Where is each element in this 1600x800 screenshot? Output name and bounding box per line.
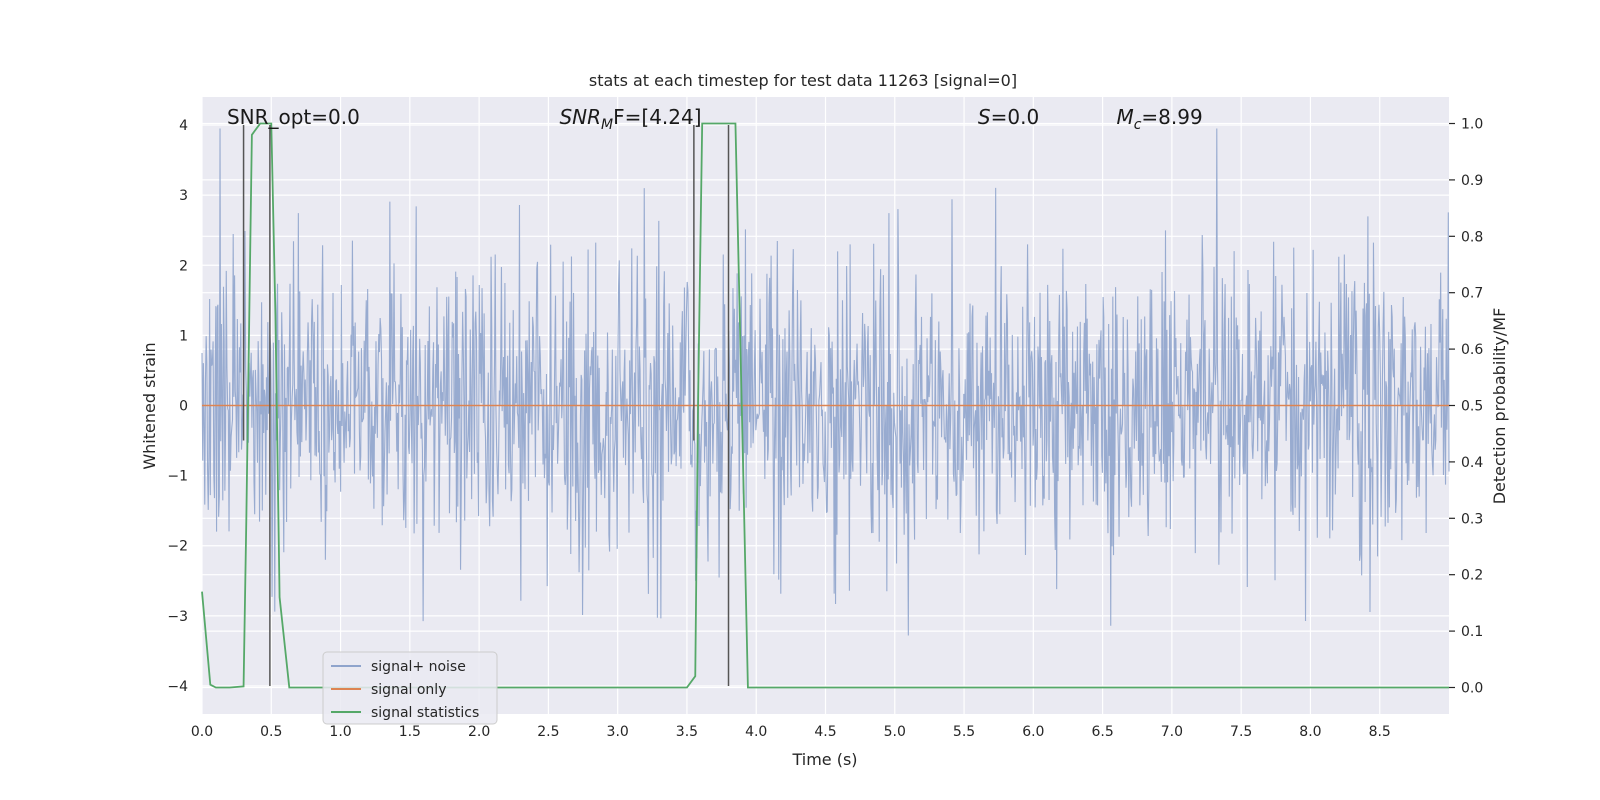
annotations: SNR_opt=0.0 SNRMF=[4.24] S=0.0 Mc=8.99 xyxy=(227,105,1203,133)
legend-entry: signal only xyxy=(371,682,446,698)
signal-noise-line xyxy=(201,128,1450,636)
x-axis-ticks: 0.0 0.5 1.0 1.5 2.0 2.5 3.0 3.5 4.0 4.5 5.0 5.5 6.0 6… xyxy=(191,724,1391,740)
y2-tick-label: 0.1 xyxy=(1461,624,1483,640)
y-tick-label: 3 xyxy=(179,188,188,204)
annotation-rest: F=[4.24] xyxy=(613,105,701,129)
y-tick-label: −3 xyxy=(167,609,188,625)
y-tick-label: 0 xyxy=(179,399,188,415)
y2-tick-label: 0.5 xyxy=(1461,399,1483,415)
legend-entry: signal statistics xyxy=(371,705,479,721)
y-axis-ticks: −4 −3 −2 −1 0 1 2 3 4 xyxy=(167,118,188,695)
x-axis-label: Time (s) xyxy=(791,750,857,769)
x-tick-label: 0.5 xyxy=(260,724,282,740)
y2-axis-ticks: 0.0 0.1 0.2 0.3 0.4 0.5 0.6 0.7 0.8 0.9 1.0 xyxy=(1449,117,1483,696)
annotation-base: M xyxy=(1116,105,1133,129)
y-tick-label: 4 xyxy=(179,118,188,134)
x-tick-label: 8.5 xyxy=(1369,724,1391,740)
x-tick-label: 0.0 xyxy=(191,724,213,740)
y2-tick-label: 1.0 xyxy=(1461,117,1483,133)
legend-box xyxy=(322,651,498,725)
x-tick-label: 4.0 xyxy=(745,724,767,740)
y-tick-label: −4 xyxy=(167,679,188,695)
y-axis-label: Whitened strain xyxy=(140,342,159,469)
y2-axis-label: Detection probability/MF xyxy=(1490,308,1509,505)
x-tick-label: 5.5 xyxy=(953,724,975,740)
annotation-mc: Mc=8.99 xyxy=(1116,105,1202,133)
x-tick-label: 1.5 xyxy=(399,724,421,740)
y-tick-label: 1 xyxy=(179,328,188,344)
x-tick-label: 3.5 xyxy=(676,724,698,740)
x-tick-label: 5.0 xyxy=(884,724,906,740)
x-tick-label: 1.0 xyxy=(329,724,351,740)
annotation-rest: =0.0 xyxy=(991,105,1040,129)
annotation-snr-mf: SNRMF=[4.24] xyxy=(559,105,701,133)
x-tick-label: 4.5 xyxy=(814,724,836,740)
x-tick-label: 3.0 xyxy=(607,724,629,740)
x-tick-label: 2.5 xyxy=(537,724,559,740)
marker-lines xyxy=(242,125,730,686)
legend-entry: signal+ noise xyxy=(371,659,466,675)
x-tick-label: 6.5 xyxy=(1091,724,1113,740)
x-tick-label: 6.0 xyxy=(1022,724,1044,740)
y2-tick-label: 0.4 xyxy=(1461,455,1483,471)
y2-tick-label: 0.8 xyxy=(1461,229,1483,245)
annotation-italic: S xyxy=(978,105,991,129)
y-tick-label: −2 xyxy=(167,539,188,555)
annotation-s-stat: S=0.0 xyxy=(978,105,1039,129)
x-tick-label: 7.0 xyxy=(1161,724,1183,740)
x-tick-label: 2.0 xyxy=(468,724,490,740)
y2-tick-label: 0.0 xyxy=(1461,680,1483,696)
x-tick-label: 7.5 xyxy=(1230,724,1252,740)
annotation-rest: =8.99 xyxy=(1141,105,1202,129)
annotation-sub: c xyxy=(1134,117,1142,133)
chart-title: stats at each timestep for test data 112… xyxy=(589,71,1017,90)
y2-tick-label: 0.2 xyxy=(1461,568,1483,584)
annotation-base: SNR xyxy=(559,105,601,129)
y-tick-label: −1 xyxy=(167,469,188,485)
y-tick-label: 2 xyxy=(179,258,188,274)
annotation-snr-opt: SNR_opt=0.0 xyxy=(227,105,360,129)
legend: signal+ noise signal only signal statistic… xyxy=(322,651,498,725)
y2-tick-label: 0.6 xyxy=(1461,342,1483,358)
y2-tick-label: 0.3 xyxy=(1461,511,1483,527)
signal-noise-series xyxy=(201,128,1450,636)
x-tick-label: 8.0 xyxy=(1299,724,1321,740)
y2-tick-label: 0.9 xyxy=(1461,173,1483,189)
y2-tick-label: 0.7 xyxy=(1461,286,1483,302)
annotation-sub: M xyxy=(601,117,613,133)
